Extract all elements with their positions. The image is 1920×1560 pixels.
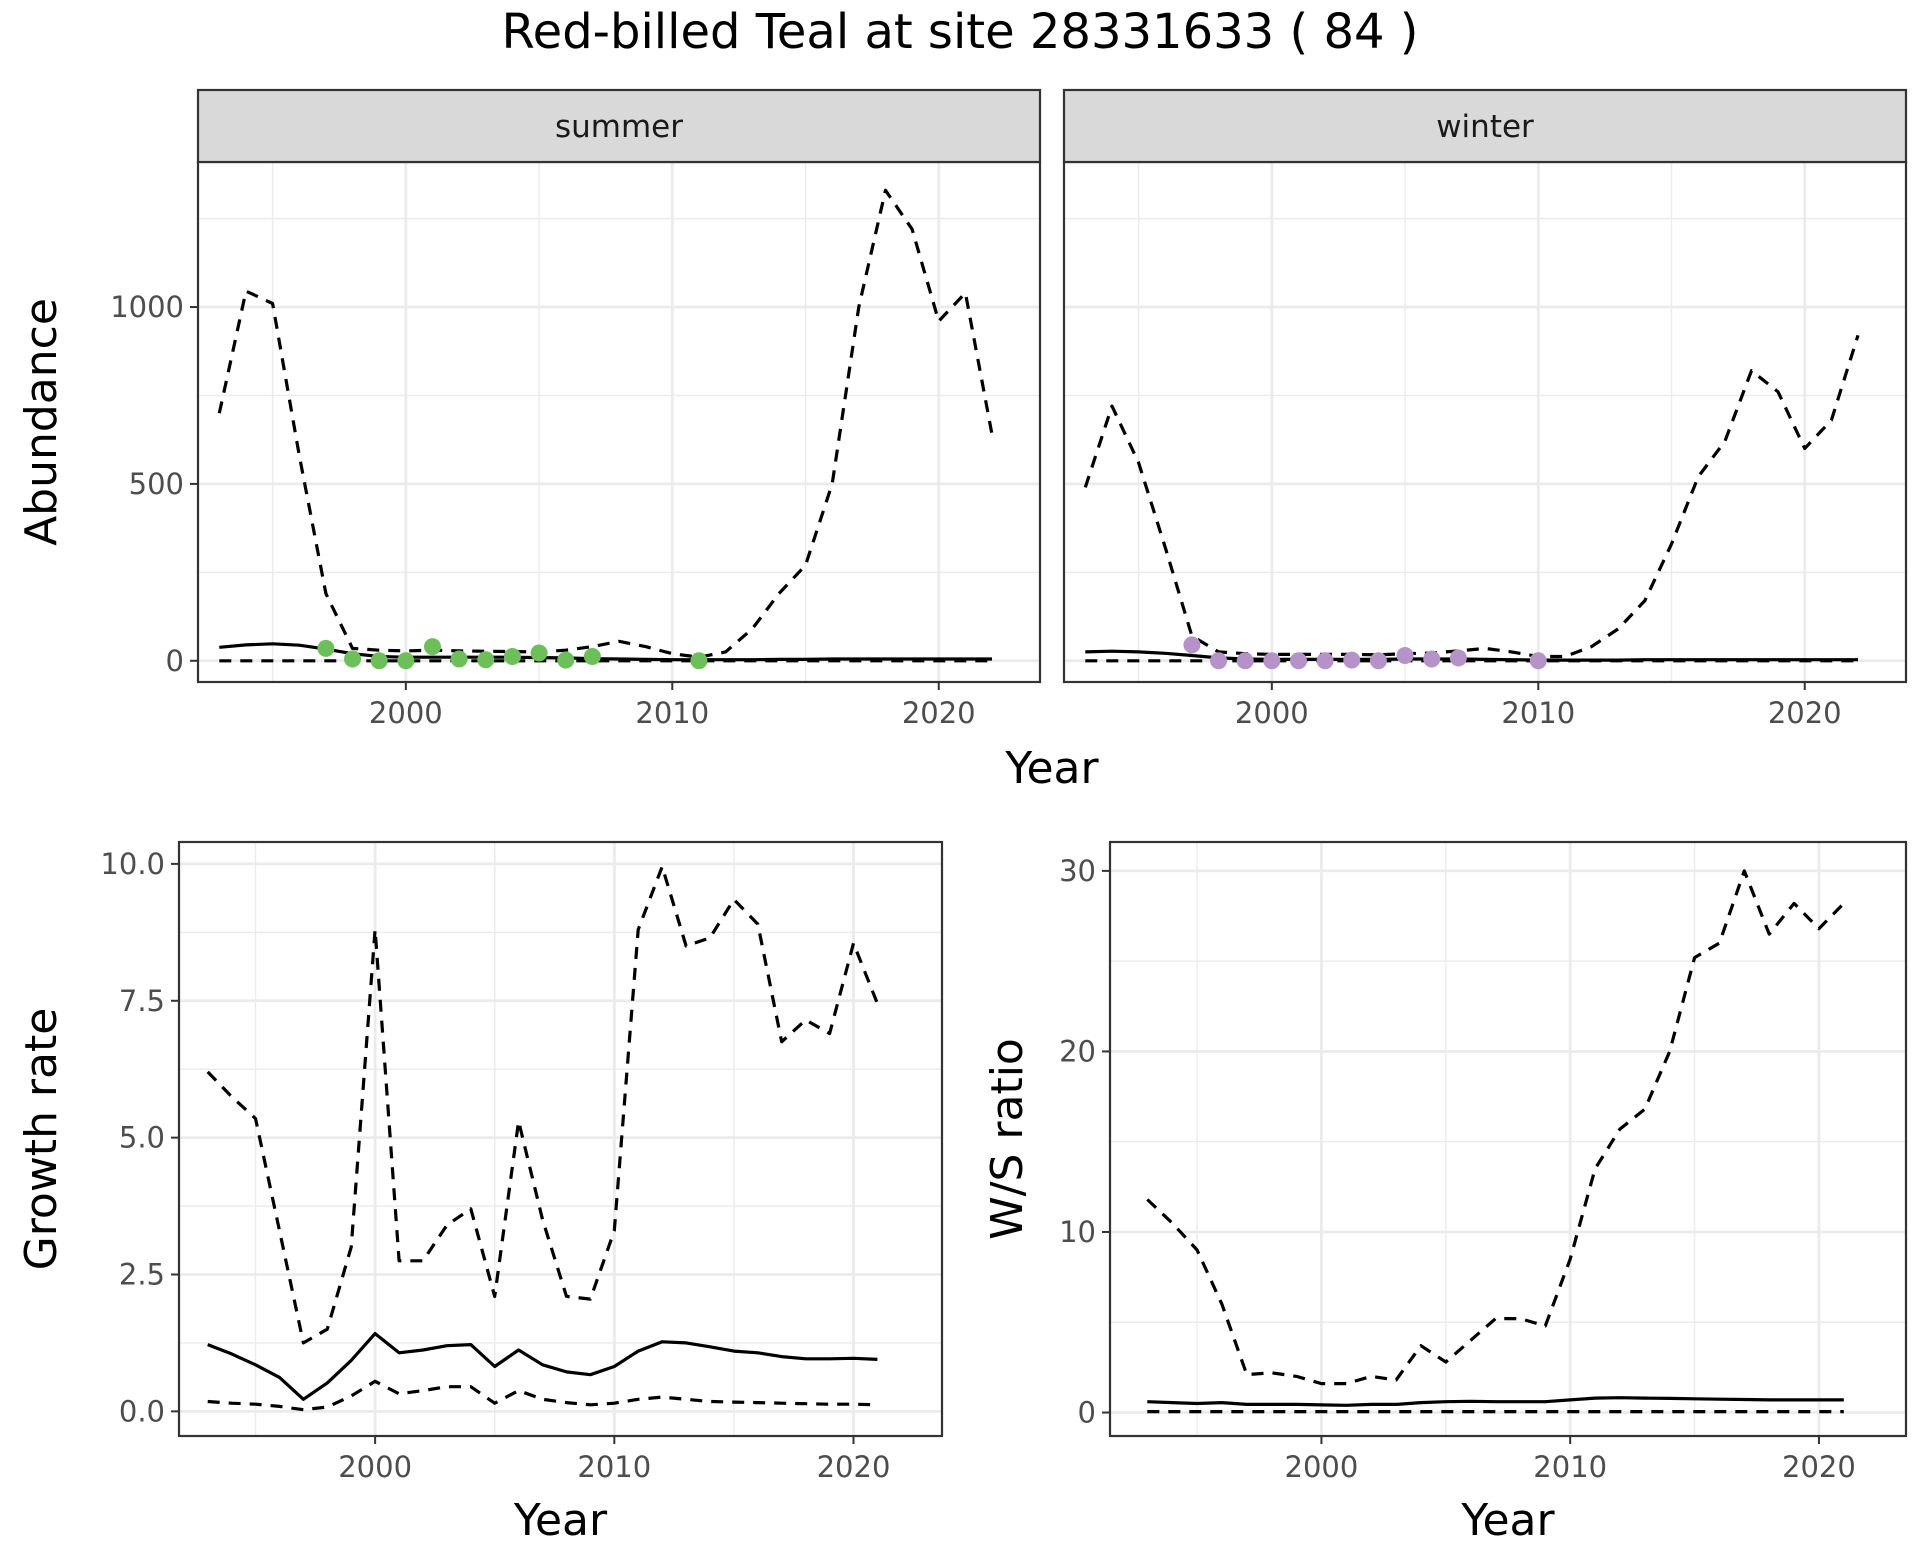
- data-point: [1183, 636, 1201, 654]
- data-point: [583, 648, 601, 666]
- y-tick-label: 2.5: [119, 1257, 165, 1291]
- panel-background: [1110, 842, 1906, 1436]
- panel-winter: winter 2000 2010 2020: [1062, 88, 1908, 730]
- data-point: [1449, 649, 1467, 667]
- y-axis-title: Growth rate: [16, 1008, 67, 1271]
- series-line-dashed-1: [206, 864, 879, 1345]
- panel-summer: summer 2000 2010 2020 0 500 1000 Abundance: [16, 88, 1042, 730]
- data-point: [530, 644, 548, 662]
- data-point: [557, 651, 575, 669]
- data-point: [1529, 652, 1547, 670]
- y-tick-label: 10.0: [100, 847, 165, 881]
- data-point: [1396, 646, 1414, 664]
- x-axis-title: Year: [1460, 1495, 1555, 1546]
- x-axis-title: Year: [513, 1495, 608, 1546]
- data-point: [370, 652, 388, 670]
- y-tick-label: 500: [129, 467, 184, 501]
- facet-strip: [196, 88, 1042, 164]
- data-point: [1343, 651, 1361, 669]
- panel-background: [1064, 162, 1906, 682]
- data-point: [1316, 652, 1334, 670]
- x-tick-label: 2010: [635, 696, 709, 730]
- x-tick-label: 2010: [1501, 696, 1575, 730]
- y-tick-label: 30: [1059, 854, 1096, 888]
- data-point: [690, 652, 708, 670]
- x-tick-label: 2010: [577, 1450, 651, 1484]
- data-point: [450, 650, 468, 668]
- plot-area: [1083, 334, 1860, 670]
- data-point: [344, 650, 362, 668]
- plot-area: [206, 864, 879, 1412]
- chart-title: Red-billed Teal at site 28331633 ( 84 ): [501, 4, 1418, 60]
- plot-area: [217, 188, 994, 670]
- data-point: [1263, 652, 1281, 670]
- x-tick-label: 2020: [1782, 1450, 1856, 1484]
- y-tick-label: 0: [1078, 1396, 1096, 1430]
- series-line-dashed-1: [1083, 334, 1860, 659]
- facet-strip-label: summer: [555, 109, 683, 145]
- x-tick-label: 2000: [338, 1450, 412, 1484]
- series-line-solid-0: [207, 1331, 878, 1401]
- data-point: [317, 639, 335, 657]
- y-axis-title: Abundance: [16, 298, 67, 546]
- y-tick-label: 7.5: [119, 984, 165, 1018]
- data-point: [503, 648, 521, 666]
- y-tick-label: 20: [1059, 1034, 1096, 1068]
- x-axis-title-facets: Year: [1004, 743, 1099, 794]
- panel-border: [1108, 840, 1908, 1438]
- y-tick-label: 5.0: [119, 1121, 165, 1155]
- data-point: [397, 652, 415, 670]
- data-point: [1210, 652, 1228, 670]
- x-tick-label: 2020: [902, 696, 976, 730]
- series-line-dashed-1: [1146, 869, 1845, 1386]
- data-point: [477, 651, 495, 669]
- x-tick-label: 2000: [369, 696, 443, 730]
- y-tick-label: 0.0: [119, 1394, 165, 1428]
- facet-strip: [1062, 88, 1908, 164]
- x-tick-label: 2000: [1285, 1450, 1359, 1484]
- y-tick-label: 1000: [110, 290, 184, 324]
- facet-strip-label: winter: [1436, 109, 1534, 145]
- panel-growth: 2000 2010 2020 0.0 2.5 5.0 7.5 10.0 Year Growth r…: [16, 840, 944, 1546]
- panel-background: [198, 162, 1040, 682]
- plot-area: [1146, 869, 1845, 1414]
- series-line-dashed-1: [217, 188, 994, 659]
- data-point: [1289, 652, 1307, 670]
- panel-border: [177, 840, 944, 1438]
- data-point: [1236, 652, 1254, 670]
- data-point: [423, 638, 441, 656]
- series-line-solid-0: [1147, 1396, 1844, 1407]
- x-tick-label: 2000: [1235, 696, 1309, 730]
- series-line-dashed-2: [207, 1379, 878, 1412]
- y-axis-title: W/S ratio: [982, 1038, 1033, 1240]
- panel-ratio: 2000 2010 2020 0 10 20 30 Year W/S ratio: [982, 840, 1908, 1546]
- data-point: [1423, 650, 1441, 668]
- x-tick-label: 2020: [817, 1450, 891, 1484]
- x-tick-label: 2020: [1768, 696, 1842, 730]
- x-tick-label: 2010: [1533, 1450, 1607, 1484]
- y-tick-label: 0: [166, 644, 184, 678]
- data-point: [1369, 652, 1387, 670]
- y-tick-label: 10: [1059, 1215, 1096, 1249]
